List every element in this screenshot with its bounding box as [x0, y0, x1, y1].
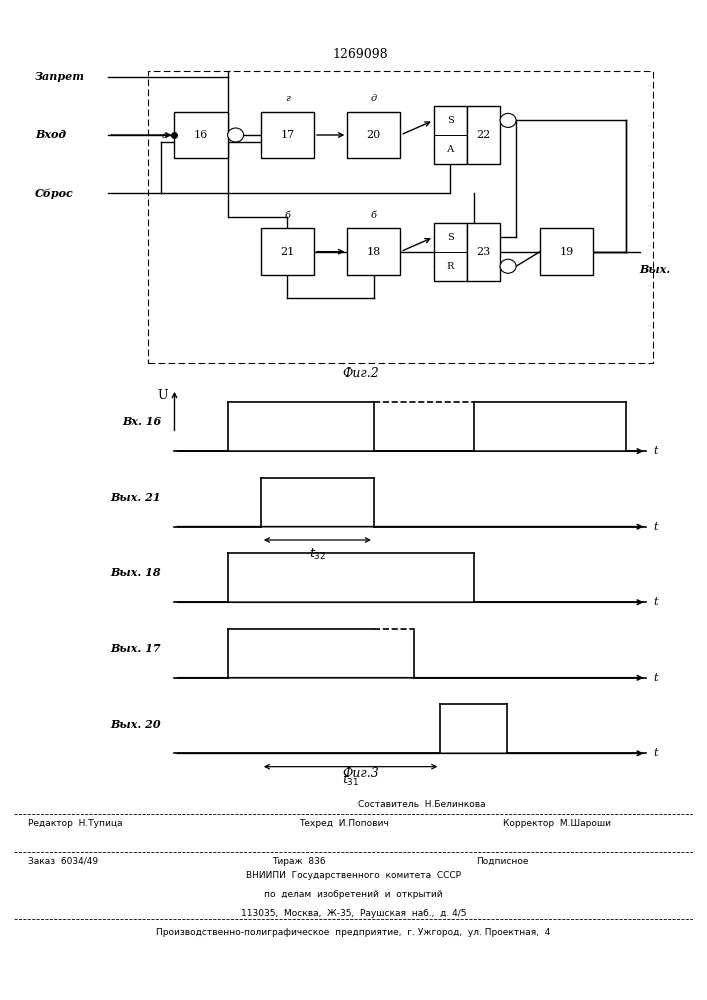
Text: 19: 19 [559, 247, 573, 257]
Text: 1269098: 1269098 [333, 47, 388, 60]
Text: Запрет: Запрет [35, 71, 85, 82]
Text: б: б [284, 211, 291, 220]
Text: Тираж  836: Тираж 836 [272, 857, 326, 866]
Text: S: S [447, 116, 454, 125]
Text: t: t [653, 522, 658, 532]
Text: А: А [447, 145, 454, 154]
Bar [347, 228, 400, 275]
Bar [467, 223, 500, 281]
Text: 20: 20 [367, 130, 381, 140]
Bar [467, 106, 500, 164]
Text: 21: 21 [281, 247, 295, 257]
Text: Редактор  Н.Тупица: Редактор Н.Тупица [28, 819, 122, 828]
Text: г: г [285, 94, 290, 103]
Text: Фиг.3: Фиг.3 [342, 767, 379, 780]
Text: $t_{32}$: $t_{32}$ [309, 547, 326, 562]
Text: 16: 16 [194, 130, 208, 140]
Text: Производственно-полиграфическое  предприятие,  г. Ужгород,  ул. Проектная,  4: Производственно-полиграфическое предприя… [156, 928, 551, 937]
Bar [347, 112, 400, 158]
Text: 17: 17 [281, 130, 295, 140]
Text: Техред  И.Попович: Техред И.Попович [299, 819, 389, 828]
Bar [148, 71, 653, 362]
Text: б: б [371, 211, 377, 220]
Text: 113035,  Москва,  Ж-35,  Раушская  наб.,  д. 4/5: 113035, Москва, Ж-35, Раушская наб., д. … [241, 909, 466, 918]
Text: 23: 23 [477, 247, 491, 257]
Circle shape [500, 259, 516, 273]
Text: Подписное: Подписное [476, 857, 528, 866]
Text: Вых. 21: Вых. 21 [110, 492, 161, 503]
Text: Фиг.2: Фиг.2 [342, 367, 379, 380]
Text: t: t [653, 446, 658, 456]
Text: Корректор  М.Шароши: Корректор М.Шароши [503, 819, 611, 828]
Text: д: д [370, 94, 377, 103]
Bar [261, 228, 314, 275]
Text: Составитель  Н.Белинкова: Составитель Н.Белинкова [358, 800, 485, 809]
Text: Заказ  6034/49: Заказ 6034/49 [28, 857, 98, 866]
Bar [540, 228, 593, 275]
Text: $t_{31}$: $t_{31}$ [342, 773, 359, 788]
Text: t: t [653, 673, 658, 683]
Circle shape [228, 128, 244, 142]
Text: Вых. 17: Вых. 17 [110, 643, 161, 654]
Text: Вход: Вход [35, 129, 66, 140]
Bar [261, 112, 314, 158]
Text: 18: 18 [367, 247, 381, 257]
Text: t: t [653, 748, 658, 758]
Text: по  делам  изобретений  и  открытий: по делам изобретений и открытий [264, 890, 443, 899]
Text: ВНИИПИ  Государственного  комитета  СССР: ВНИИПИ Государственного комитета СССР [246, 871, 461, 880]
Bar [433, 106, 467, 164]
Text: 22: 22 [477, 130, 491, 140]
Text: Вых. 18: Вых. 18 [110, 567, 161, 578]
Bar [175, 112, 228, 158]
Text: Сброс: Сброс [35, 188, 74, 199]
Text: R: R [447, 262, 454, 271]
Circle shape [500, 113, 516, 127]
Text: t: t [653, 597, 658, 607]
Text: Вх. 16: Вх. 16 [122, 416, 161, 427]
Text: Вых. 20: Вых. 20 [110, 718, 161, 730]
Text: Вых.: Вых. [640, 264, 671, 275]
Text: U: U [158, 389, 168, 402]
Bar [433, 223, 467, 281]
Text: S: S [447, 233, 454, 242]
Text: а: а [162, 130, 168, 139]
